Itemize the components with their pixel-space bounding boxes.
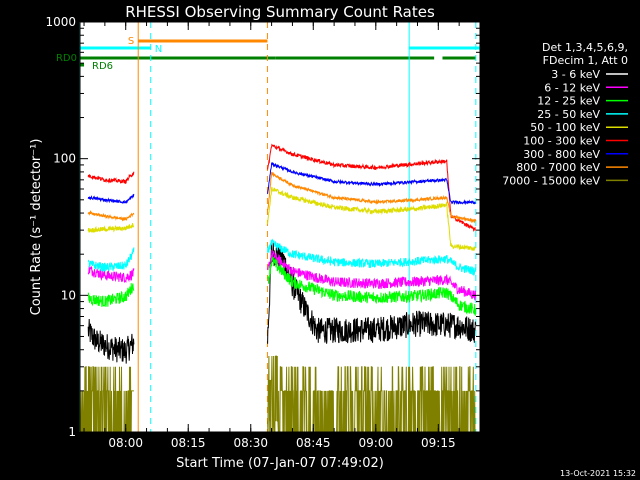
y-tick-label: 1000	[45, 15, 76, 29]
x-tick-label: 08:15	[171, 436, 206, 450]
flag-label-night: N	[155, 44, 162, 55]
legend-entry-label: 7000 - 15000 keV	[502, 174, 600, 187]
y-axis-label: Count Rate (s⁻¹ detector⁻¹)	[29, 139, 44, 316]
x-axis: 08:00 08:15 08:30 08:45 09:00 09:15	[83, 22, 481, 450]
legend-entry-label: 6 - 12 keV	[544, 81, 600, 94]
flag-label-saa: S	[128, 36, 134, 47]
flag-bars: S N RD0 RD6	[56, 36, 480, 72]
x-tick-label: 08:30	[233, 436, 268, 450]
y-tick-label: 100	[53, 152, 76, 166]
series-line	[87, 162, 476, 206]
legend-entry-label: 100 - 300 keV	[523, 135, 600, 148]
series-line	[87, 238, 477, 277]
x-tick-label: 09:00	[359, 436, 394, 450]
x-tick-label: 08:00	[108, 436, 143, 450]
series-layer	[79, 143, 477, 433]
x-tick-label: 09:15	[421, 436, 456, 450]
legend-entry-label: 300 - 800 keV	[523, 148, 600, 161]
flag-label-rd0: RD0	[56, 53, 77, 64]
legend-title-line-1: Det 1,3,4,5,6,9,	[542, 41, 628, 54]
chart-title: RHESSI Observing Summary Count Rates	[125, 3, 435, 21]
series-line	[87, 242, 477, 364]
legend-entry-label: 25 - 50 keV	[537, 108, 600, 121]
x-axis-label: Start Time (07-Jan-07 07:49:02)	[176, 456, 384, 471]
y-tick-label: 10	[61, 288, 76, 302]
legend-entry-label: 50 - 100 keV	[530, 121, 600, 134]
y-tick-label: 1	[68, 425, 76, 439]
flag-label-rd6: RD6	[92, 61, 113, 72]
footer-timestamp: 13-Oct-2021 15:32	[560, 469, 636, 478]
series-line	[87, 171, 477, 224]
plot-frame	[79, 21, 481, 433]
legend-title-line-2: FDecim 1, Att 0	[543, 54, 628, 67]
plot-area	[80, 22, 480, 432]
series-line	[87, 256, 477, 317]
series-line	[87, 143, 477, 232]
legend-entry-label: 3 - 6 keV	[551, 68, 600, 81]
legend-entry-label: 12 - 25 keV	[537, 95, 600, 108]
legend-entry-label: 800 - 7000 keV	[516, 161, 600, 174]
y-axis: 1 10 100 1000	[45, 15, 480, 439]
series-line	[87, 186, 476, 252]
series-line	[87, 249, 477, 301]
x-tick-label: 08:45	[296, 436, 331, 450]
